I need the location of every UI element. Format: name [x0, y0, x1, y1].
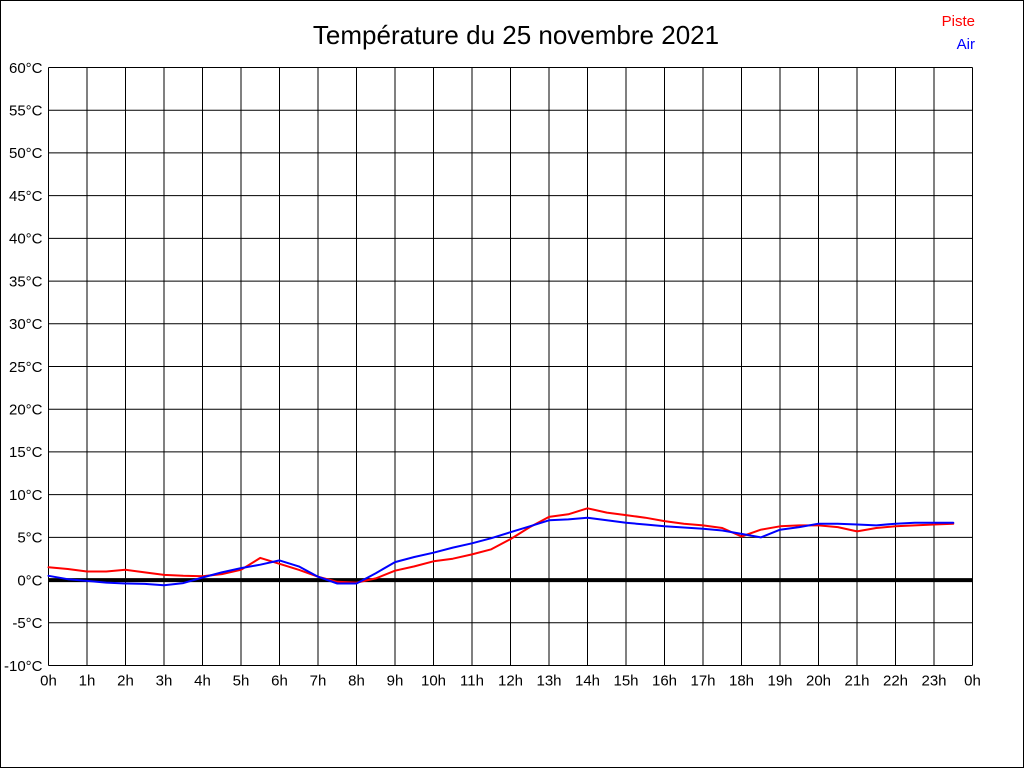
plot-grid [48, 67, 973, 666]
x-tick-label: 22h [883, 673, 908, 690]
x-tick-label: 23h [921, 673, 946, 690]
x-tick-label: 18h [729, 673, 754, 690]
x-tick-label: 3h [156, 673, 173, 690]
chart-title: Température du 25 novembre 2021 [313, 20, 719, 50]
x-tick-label: 1h [79, 673, 96, 690]
x-tick-label: 9h [387, 673, 404, 690]
x-tick-label: 5h [233, 673, 250, 690]
legend-entry-air: Air [957, 36, 975, 53]
y-tick-label: 35°C [9, 273, 43, 290]
x-tick-label: 16h [652, 673, 677, 690]
legend: Piste Air [942, 13, 975, 53]
y-tick-label: 15°C [9, 444, 43, 461]
y-tick-label: 25°C [9, 359, 43, 376]
series-lines [47, 507, 955, 587]
x-tick-label: 6h [271, 673, 288, 690]
x-tick-label: 19h [767, 673, 792, 690]
series-line-air [47, 516, 955, 587]
y-tick-label: -5°C [12, 615, 42, 632]
x-tick-label: 20h [806, 673, 831, 690]
y-tick-label: -10°C [4, 658, 43, 675]
y-tick-label: 50°C [9, 145, 43, 162]
x-tick-label: 15h [613, 673, 638, 690]
legend-entry-piste: Piste [942, 13, 975, 30]
x-tick-label: 2h [117, 673, 134, 690]
x-tick-label: 7h [310, 673, 327, 690]
x-tick-label: 11h [460, 673, 484, 690]
x-tick-label: 0h [964, 673, 981, 690]
x-tick-label: 10h [421, 673, 446, 690]
x-tick-label: 17h [690, 673, 715, 690]
y-tick-label: 40°C [9, 231, 43, 248]
y-axis-labels: -10°C -5°C 0°C 5°C 10°C 15°C 20°C 25°C 30°C 35°C 4… [4, 60, 43, 675]
x-tick-label: 4h [194, 673, 211, 690]
x-tick-label: 12h [498, 673, 523, 690]
y-tick-label: 60°C [9, 60, 43, 77]
y-tick-label: 30°C [9, 316, 43, 333]
x-tick-label: 13h [536, 673, 561, 690]
x-tick-label: 0h [40, 673, 57, 690]
x-tick-label: 14h [575, 673, 600, 690]
y-tick-label: 5°C [17, 530, 42, 547]
y-tick-label: 20°C [9, 401, 43, 418]
y-tick-label: 10°C [9, 487, 43, 504]
y-tick-label: 55°C [9, 102, 43, 119]
series-line-piste [47, 507, 955, 584]
y-tick-label: 0°C [17, 572, 42, 589]
x-axis-labels: 0h 1h 2h 3h 4h 5h 6h 7h 8h 9h 10h 11h 12h 13h 14h 15h 16… [40, 673, 981, 690]
x-tick-label: 8h [348, 673, 365, 690]
x-tick-label: 21h [844, 673, 869, 690]
y-tick-label: 45°C [9, 188, 43, 205]
